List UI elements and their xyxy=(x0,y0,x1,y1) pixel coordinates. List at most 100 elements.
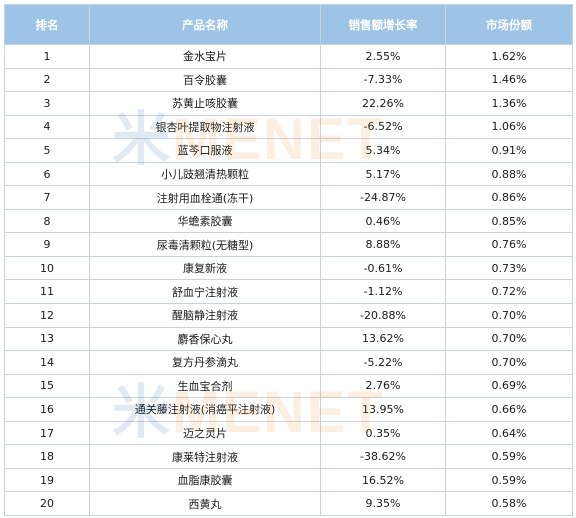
table-row: 16 通关藤注射液(消癌平注射液) 13.95% 0.66% xyxy=(4,397,573,422)
cell-sales-growth: 8.88% xyxy=(320,232,446,257)
cell-sales-growth: 13.62% xyxy=(320,326,446,352)
cell-rank: 16 xyxy=(4,397,90,422)
cell-market-share: 1.46% xyxy=(445,67,573,93)
cell-product-name: 小儿豉翘清热颗粒 xyxy=(89,161,321,187)
cell-market-share: 0.88% xyxy=(445,161,573,187)
cell-market-share: 1.62% xyxy=(445,44,573,69)
cell-market-share: 1.06% xyxy=(445,114,573,140)
table-body: 1 金水宝片 2.55% 1.62% 2 百令胶囊 -7.33% 1.46% 3 苏黄止咳胶囊 22… xyxy=(4,44,573,516)
cell-market-share: 0.69% xyxy=(445,373,573,399)
cell-market-share: 0.66% xyxy=(445,397,573,422)
cell-rank: 7 xyxy=(4,185,90,210)
table-header-row: 排名 产品名称 销售额增长率 市场份额 xyxy=(4,4,573,45)
table-row: 18 康莱特注射液 -38.62% 0.59% xyxy=(4,444,573,469)
cell-sales-growth: -0.61% xyxy=(320,255,446,281)
cell-product-name: 生血宝合剂 xyxy=(89,373,321,399)
header-market-share: 市场份额 xyxy=(445,4,573,45)
cell-sales-growth: -6.52% xyxy=(320,114,446,140)
cell-sales-growth: -38.62% xyxy=(320,444,446,469)
table-row: 15 生血宝合剂 2.76% 0.69% xyxy=(4,373,573,399)
cell-sales-growth: 9.35% xyxy=(320,491,446,516)
cell-rank: 6 xyxy=(4,161,90,187)
cell-rank: 11 xyxy=(4,279,90,305)
cell-product-name: 注射用血栓通(冻干) xyxy=(89,185,321,210)
cell-market-share: 0.58% xyxy=(445,491,573,516)
table-row: 20 西黄丸 9.35% 0.58% xyxy=(4,491,573,516)
cell-product-name: 醒脑静注射液 xyxy=(89,303,321,328)
cell-rank: 3 xyxy=(4,91,90,116)
table-row: 1 金水宝片 2.55% 1.62% xyxy=(4,44,573,69)
table-row: 13 麝香保心丸 13.62% 0.70% xyxy=(4,326,573,352)
cell-product-name: 舒血宁注射液 xyxy=(89,279,321,305)
cell-sales-growth: -7.33% xyxy=(320,67,446,93)
cell-sales-growth: -5.22% xyxy=(320,350,446,375)
table-row: 12 醒脑静注射液 -20.88% 0.70% xyxy=(4,303,573,328)
cell-market-share: 0.64% xyxy=(445,420,573,446)
table-row: 7 注射用血栓通(冻干) -24.87% 0.86% xyxy=(4,185,573,210)
cell-market-share: 0.85% xyxy=(445,208,573,234)
cell-product-name: 西黄丸 xyxy=(89,491,321,516)
cell-sales-growth: 2.76% xyxy=(320,373,446,399)
cell-rank: 8 xyxy=(4,208,90,234)
header-product-name: 产品名称 xyxy=(89,4,321,45)
cell-rank: 9 xyxy=(4,232,90,257)
table-row: 3 苏黄止咳胶囊 22.26% 1.36% xyxy=(4,91,573,116)
cell-product-name: 尿毒清颗粒(无糖型) xyxy=(89,232,321,257)
table-row: 9 尿毒清颗粒(无糖型) 8.88% 0.76% xyxy=(4,232,573,257)
cell-market-share: 0.86% xyxy=(445,185,573,210)
header-rank: 排名 xyxy=(4,4,90,45)
cell-rank: 2 xyxy=(4,67,90,93)
cell-product-name: 蓝芩口服液 xyxy=(89,138,321,163)
table-row: 11 舒血宁注射液 -1.12% 0.72% xyxy=(4,279,573,305)
cell-market-share: 0.70% xyxy=(445,326,573,352)
cell-rank: 5 xyxy=(4,138,90,163)
cell-product-name: 华蟾素胶囊 xyxy=(89,208,321,234)
sales-ranking-table-container: 排名 产品名称 销售额增长率 市场份额 1 金水宝片 2.55% 1.62% 2 百令胶囊… xyxy=(4,4,573,516)
table-row: 5 蓝芩口服液 5.34% 0.91% xyxy=(4,138,573,163)
cell-sales-growth: 22.26% xyxy=(320,91,446,116)
cell-rank: 4 xyxy=(4,114,90,140)
cell-rank: 15 xyxy=(4,373,90,399)
cell-sales-growth: 0.35% xyxy=(320,420,446,446)
table-row: 10 康复新液 -0.61% 0.73% xyxy=(4,255,573,281)
cell-rank: 17 xyxy=(4,420,90,446)
cell-product-name: 迈之灵片 xyxy=(89,420,321,446)
cell-market-share: 0.76% xyxy=(445,232,573,257)
cell-sales-growth: 2.55% xyxy=(320,44,446,69)
cell-market-share: 1.36% xyxy=(445,91,573,116)
cell-rank: 1 xyxy=(4,44,90,69)
cell-product-name: 康复新液 xyxy=(89,255,321,281)
cell-product-name: 通关藤注射液(消癌平注射液) xyxy=(89,397,321,422)
table-row: 4 银杏叶提取物注射液 -6.52% 1.06% xyxy=(4,114,573,140)
cell-sales-growth: 16.52% xyxy=(320,467,446,493)
cell-product-name: 银杏叶提取物注射液 xyxy=(89,114,321,140)
table-row: 19 血脂康胶囊 16.52% 0.59% xyxy=(4,467,573,493)
cell-sales-growth: 5.17% xyxy=(320,161,446,187)
cell-sales-growth: -24.87% xyxy=(320,185,446,210)
table-row: 14 复方丹参滴丸 -5.22% 0.70% xyxy=(4,350,573,375)
cell-product-name: 苏黄止咳胶囊 xyxy=(89,91,321,116)
cell-product-name: 复方丹参滴丸 xyxy=(89,350,321,375)
cell-rank: 20 xyxy=(4,491,90,516)
header-sales-growth: 销售额增长率 xyxy=(320,4,446,45)
cell-market-share: 0.70% xyxy=(445,350,573,375)
table-row: 17 迈之灵片 0.35% 0.64% xyxy=(4,420,573,446)
cell-sales-growth: 0.46% xyxy=(320,208,446,234)
cell-market-share: 0.59% xyxy=(445,467,573,493)
cell-sales-growth: -1.12% xyxy=(320,279,446,305)
cell-market-share: 0.72% xyxy=(445,279,573,305)
cell-rank: 18 xyxy=(4,444,90,469)
cell-rank: 12 xyxy=(4,303,90,328)
table-row: 8 华蟾素胶囊 0.46% 0.85% xyxy=(4,208,573,234)
cell-product-name: 麝香保心丸 xyxy=(89,326,321,352)
table-row: 6 小儿豉翘清热颗粒 5.17% 0.88% xyxy=(4,161,573,187)
cell-product-name: 金水宝片 xyxy=(89,44,321,69)
cell-product-name: 百令胶囊 xyxy=(89,67,321,93)
cell-market-share: 0.73% xyxy=(445,255,573,281)
cell-product-name: 康莱特注射液 xyxy=(89,444,321,469)
cell-rank: 14 xyxy=(4,350,90,375)
cell-sales-growth: 5.34% xyxy=(320,138,446,163)
cell-market-share: 0.70% xyxy=(445,303,573,328)
cell-sales-growth: -20.88% xyxy=(320,303,446,328)
cell-product-name: 血脂康胶囊 xyxy=(89,467,321,493)
